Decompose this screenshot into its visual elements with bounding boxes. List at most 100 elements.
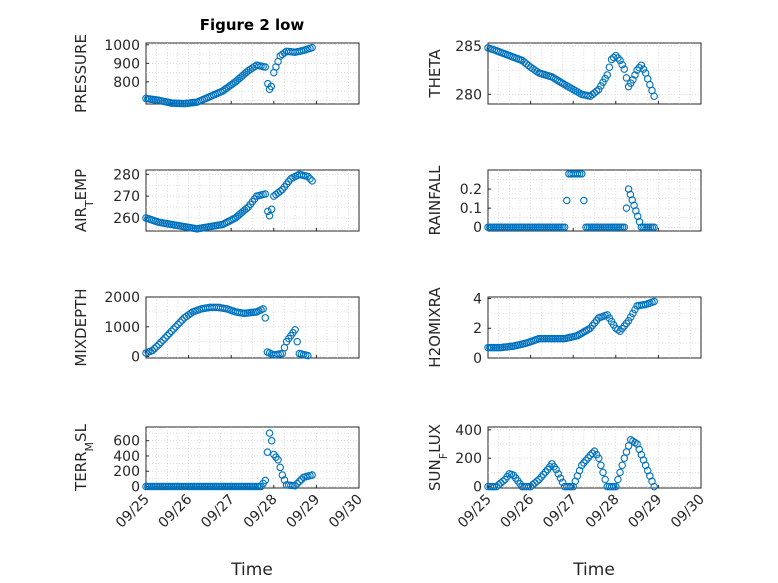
data-point [620,65,629,73]
data-point [159,336,167,344]
data-point [308,43,316,52]
x-tick-label: 09/28 [583,492,623,532]
data-point [308,471,316,479]
data-point [599,78,607,86]
data-point [535,475,543,484]
data-point [155,340,163,349]
panel-air-temp: 260 270 280 AIRTEMP [72,167,360,233]
data-point [631,71,639,79]
data-point [267,82,275,91]
data-point [595,454,603,462]
data-point [304,351,312,360]
data-point [556,474,565,482]
data-point [620,223,629,231]
figure-title: Figure 2 low [200,16,305,34]
data-point [274,456,282,464]
data-point [560,223,569,231]
x-tick-label: 09/26 [498,491,538,531]
panel-h2omixra: 0 2 4 H2OMIXRA [426,287,702,368]
data-point [176,318,184,327]
data-point [278,471,287,479]
data-point [306,174,314,183]
y-tick-label: 4 [473,291,482,307]
data-point [605,63,614,71]
data-point [263,448,272,456]
x-axis-label-right: Time [572,560,615,580]
data-point [186,309,195,318]
data-point [524,482,533,491]
panel-theta: 280 285 THETA [426,39,702,105]
data-point [242,204,251,213]
data-point [552,465,560,474]
y-tick-label: 1000 [104,320,140,336]
data-point [580,459,588,467]
y-tick-label: 400 [113,449,140,465]
data-point [549,74,558,82]
data-point [293,337,301,346]
data-point [612,482,620,491]
data-point [631,305,639,314]
y-tick-label: 280 [455,87,482,103]
data-point [612,51,620,60]
data-point [618,61,626,69]
x-tick-label: 09/28 [241,492,281,532]
y-tick-label: 1000 [104,38,140,54]
data-point [261,476,270,485]
y-axis-label: MIXDEPTH [72,288,90,366]
data-point [304,172,312,181]
x-tick-label: 09/30 [668,492,708,532]
y-tick-label: 2000 [104,290,140,306]
data-point [635,63,643,72]
data-point [603,71,612,79]
x-tick-label: 09/25 [455,492,495,532]
data-point [650,92,658,101]
data-point [639,65,648,73]
data-point [553,76,562,84]
data-point [637,61,646,70]
data-point [557,78,565,87]
axes-box [145,426,360,489]
data-point [267,205,276,213]
data-point [592,87,601,95]
data-point [609,53,618,62]
data-point [577,170,586,178]
x-tick-label: 09/29 [625,492,665,532]
data-point [533,477,541,486]
data-point [616,56,624,65]
panel-pressure: 800 900 1000 PRESSURE [72,34,360,113]
data-point [537,473,545,481]
data-point [565,482,573,491]
data-point [597,461,605,470]
data-point [629,309,637,318]
y-tick-label: 0 [473,480,482,496]
data-point [172,323,180,331]
y-tick-label: 600 [113,434,140,450]
data-point [629,76,637,84]
data-point [499,477,507,486]
data-point [631,438,639,447]
data-point [559,79,567,88]
y-tick-label: 2 [473,321,482,337]
data-point [169,325,178,333]
y-tick-label: 200 [455,451,482,467]
data-point [490,482,499,491]
data-point [626,313,635,321]
y-axis-label: TERRMSL [72,423,96,492]
x-tick-label: 09/30 [326,492,366,532]
panel-sun-flux: 0 200 400 09/25 09/26 09/27 09/28 09/29 09/30 SUN… [426,423,708,532]
y-tick-label: 270 [113,189,140,205]
y-tick-label: 0.1 [460,201,482,217]
data-point [291,481,299,490]
y-tick-label: 400 [455,423,482,439]
y-tick-label: 0.2 [460,182,482,198]
data-point [622,204,631,212]
x-tick-label: 09/26 [156,491,196,531]
data-point [624,317,633,325]
y-tick-label: 900 [113,56,140,72]
y-tick-label: 0 [473,220,482,236]
data-point [614,325,622,334]
data-point [541,468,550,476]
x-tick-label: 09/27 [198,492,238,532]
data-point [573,170,582,178]
